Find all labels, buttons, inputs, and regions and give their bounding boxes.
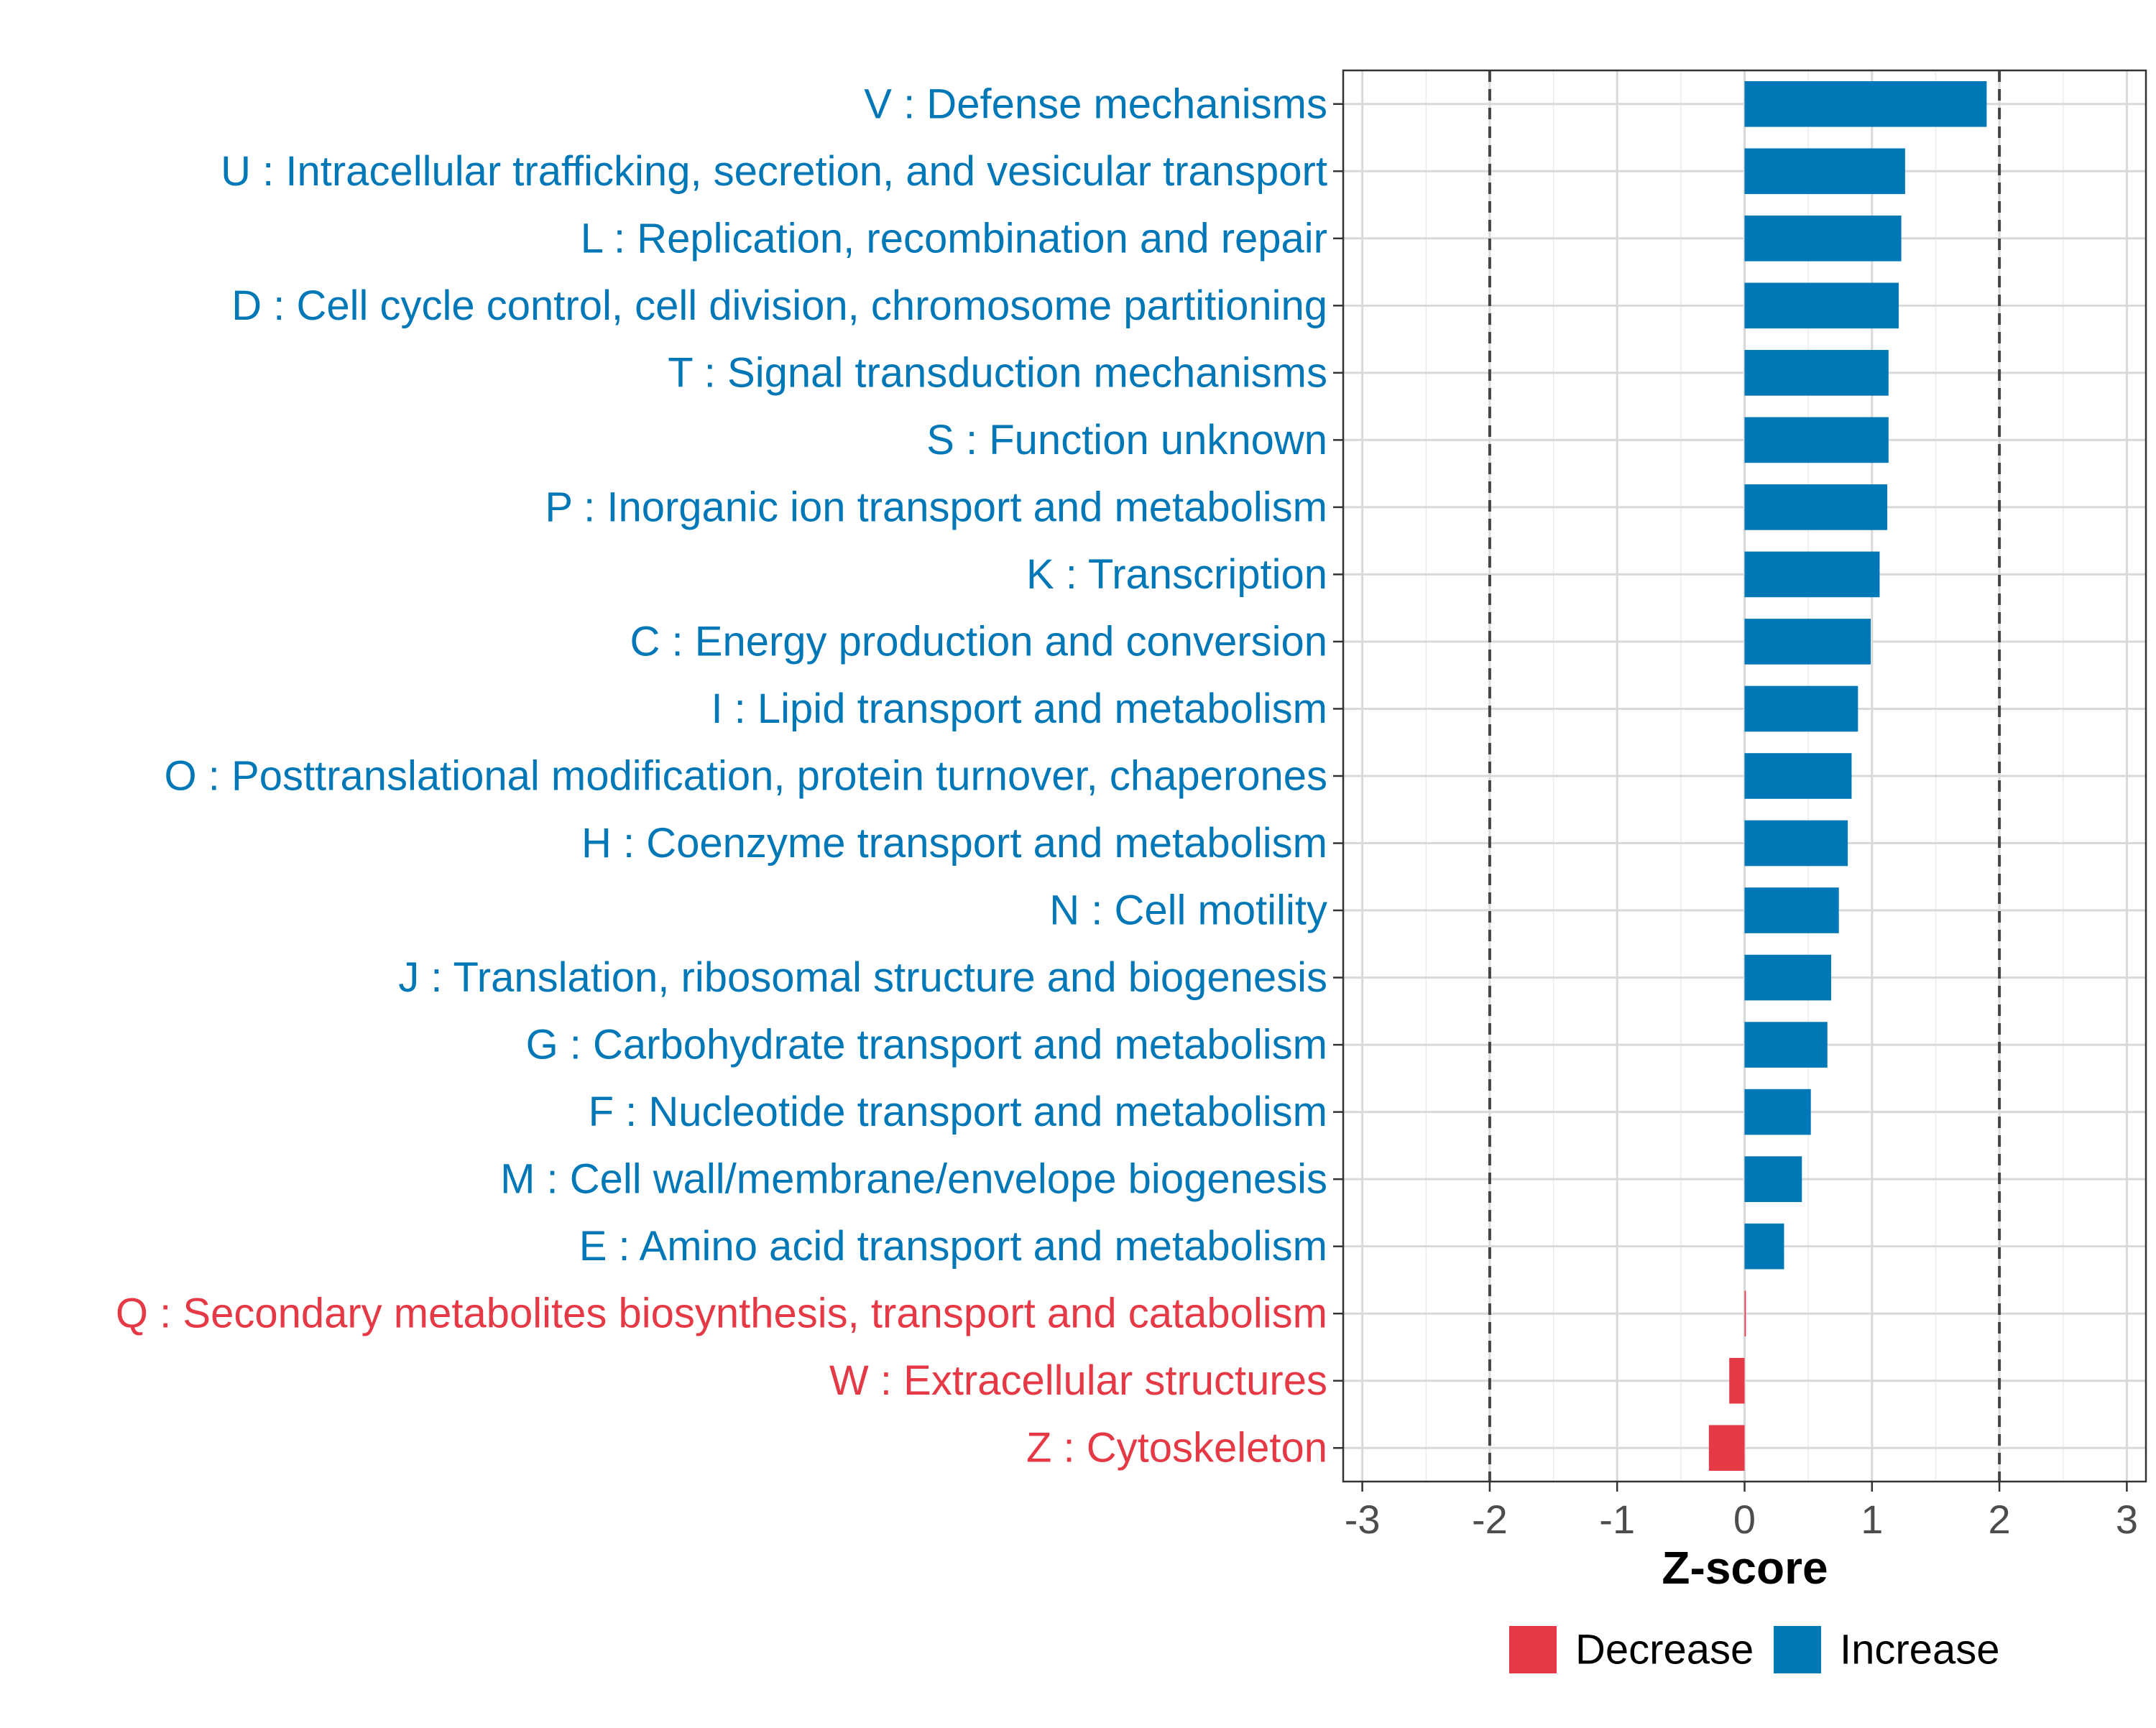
category-label: L : Replication, recombination and repai… [581, 215, 1327, 262]
category-label: N : Cell motility [1049, 887, 1327, 934]
legend-key [1509, 1626, 1557, 1673]
bar [1744, 350, 1889, 396]
category-label: V : Defense mechanisms [864, 80, 1327, 127]
y-axis-ticks [1333, 103, 1343, 1449]
category-label: Z : Cytoskeleton [1026, 1425, 1327, 1471]
category-label: S : Function unknown [926, 417, 1327, 463]
category-label: I : Lipid transport and metabolism [711, 685, 1327, 732]
category-label: Q : Secondary metabolites biosynthesis, … [116, 1290, 1327, 1337]
bar [1744, 417, 1889, 463]
x-tick-label: -2 [1472, 1497, 1508, 1542]
bar [1744, 1223, 1784, 1270]
x-axis-title: Z-score [1662, 1542, 1828, 1594]
bar [1744, 1156, 1802, 1202]
bar [1744, 954, 1832, 1001]
legend: Decrease Increase [1509, 1626, 1999, 1673]
bar [1744, 1290, 1746, 1336]
bar [1744, 753, 1852, 799]
category-label: T : Signal transduction mechanisms [668, 349, 1327, 396]
x-tick-label: -1 [1599, 1497, 1635, 1542]
bar [1708, 1425, 1745, 1471]
bar [1729, 1357, 1745, 1404]
bar [1744, 551, 1880, 598]
category-label: W : Extracellular structures [829, 1357, 1327, 1404]
x-tick-label: -3 [1345, 1497, 1381, 1542]
category-label: P : Inorganic ion transport and metaboli… [545, 484, 1327, 530]
bar [1744, 148, 1905, 195]
bar [1744, 282, 1899, 329]
bar [1744, 685, 1858, 732]
bars [1708, 80, 1987, 1471]
legend-label: Increase [1840, 1627, 1999, 1673]
category-label: K : Transcription [1026, 551, 1327, 598]
bar [1744, 484, 1888, 530]
category-label: H : Coenzyme transport and metabolism [581, 820, 1327, 867]
bar [1744, 80, 1987, 127]
x-axis-ticks [1361, 1482, 2128, 1492]
category-label: F : Nucleotide transport and metabolism [589, 1089, 1327, 1135]
bar [1744, 820, 1848, 867]
reference-lines [1488, 70, 2001, 1482]
bar [1744, 887, 1839, 933]
legend-key [1774, 1626, 1821, 1673]
x-tick-label: 2 [1989, 1497, 2011, 1542]
x-tick-label: 0 [1733, 1497, 1756, 1542]
category-label: M : Cell wall/membrane/envelope biogenes… [500, 1156, 1327, 1203]
category-label: O : Posttranslational modification, prot… [165, 753, 1327, 800]
bar [1744, 619, 1871, 665]
legend-label: Decrease [1575, 1627, 1754, 1673]
category-label: C : Energy production and conversion [630, 618, 1327, 665]
category-label: D : Cell cycle control, cell division, c… [231, 282, 1327, 329]
bar [1744, 1022, 1828, 1068]
category-label: J : Translation, ribosomal structure and… [398, 954, 1327, 1001]
bar [1744, 216, 1902, 262]
x-tick-label: 3 [2116, 1497, 2138, 1542]
category-label: U : Intracellular trafficking, secretion… [221, 148, 1327, 195]
x-axis-tick-labels: -3 -2 -1 0 1 2 3 [1345, 1497, 2138, 1542]
y-axis-category-labels: V : Defense mechanisms U : Intracellular … [116, 80, 1327, 1471]
x-tick-label: 1 [1861, 1497, 1883, 1542]
category-label: G : Carbohydrate transport and metabolis… [526, 1022, 1327, 1068]
bar [1744, 1089, 1811, 1135]
category-label: E : Amino acid transport and metabolism [579, 1223, 1327, 1270]
